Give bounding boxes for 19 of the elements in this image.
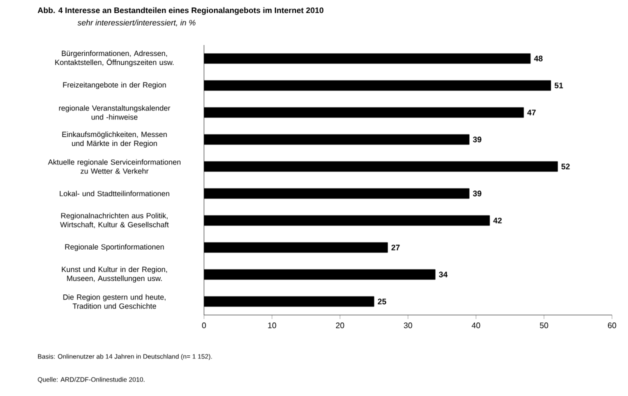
data-label: 51 xyxy=(554,82,564,88)
data-label: 25 xyxy=(378,298,386,304)
x-tick-label: 10 xyxy=(268,322,276,328)
x-tick-label: 0 xyxy=(202,322,206,328)
chart-title: Abb. 4 Interesse an Bestandteilen eines Regionalangebots im Internet 2010 xyxy=(38,7,324,15)
text: sehr interessiert/interessiert, in % xyxy=(78,20,196,26)
x-tick-label: 30 xyxy=(404,322,412,328)
data-label: 34 xyxy=(438,272,448,278)
data-label: 52 xyxy=(561,164,570,170)
data-label: 39 xyxy=(472,136,482,142)
data-label: 27 xyxy=(391,244,400,250)
data-label: 42 xyxy=(493,218,502,224)
data-label: 48 xyxy=(534,56,543,62)
x-tick-label: 60 xyxy=(608,322,616,328)
data-label: 47 xyxy=(527,110,536,116)
data-label: 39 xyxy=(472,190,482,196)
x-tick-label: 20 xyxy=(336,322,344,328)
x-tick-label: 40 xyxy=(472,322,480,328)
x-tick-label: 50 xyxy=(540,322,548,328)
